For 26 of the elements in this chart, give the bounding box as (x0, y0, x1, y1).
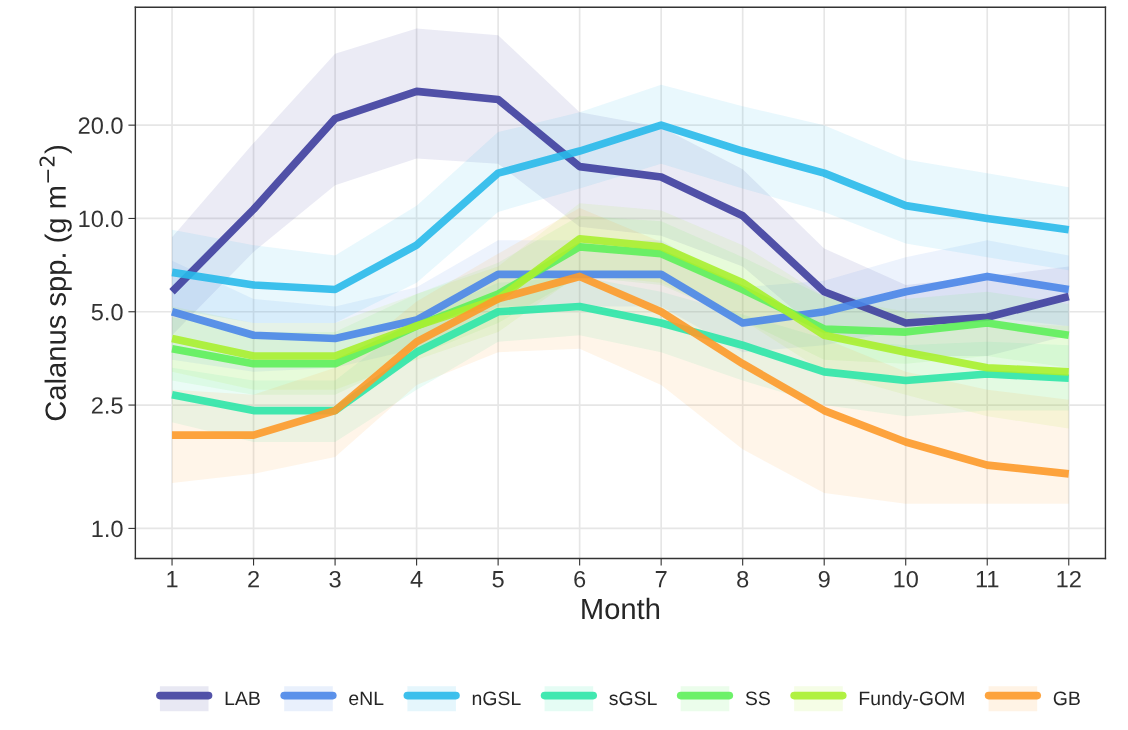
legend-label: GB (1053, 691, 1080, 706)
legend-label: Fundy-GOM (859, 690, 964, 710)
x-axis-title: Month (582, 597, 660, 620)
legend-label: SS (745, 691, 770, 706)
y-tick-label: 10.0 (79, 210, 123, 228)
x-tick-label: 7 (655, 571, 667, 588)
legend-label: sGSL (609, 691, 657, 706)
x-tick-label: 4 (410, 571, 423, 588)
legend-label: LAB (225, 691, 260, 706)
x-tick-label: 11 (976, 571, 999, 588)
x-tick-label: 9 (818, 570, 830, 588)
y-tick-label: 5.0 (91, 303, 123, 321)
x-tick-label: 6 (574, 570, 586, 588)
x-tick-label: 3 (329, 570, 341, 588)
y-tick-label: 20.0 (78, 117, 123, 134)
y-tick-label: 2.5 (91, 397, 123, 414)
x-tick-label: 2 (248, 570, 259, 588)
x-tick-label: 5 (492, 571, 504, 588)
legend-label: eNL (349, 691, 384, 706)
y-axis-title: Calanus spp. (g m$^{−2}$) (39, 145, 72, 421)
x-tick-label: 8 (737, 570, 749, 588)
legend-label: nGSL (472, 691, 521, 706)
x-tick-label: 10 (894, 570, 918, 588)
x-tick-label: 1 (167, 571, 178, 588)
y-tick-label: 1.0 (92, 520, 123, 538)
x-tick-label: 12 (1057, 570, 1081, 588)
